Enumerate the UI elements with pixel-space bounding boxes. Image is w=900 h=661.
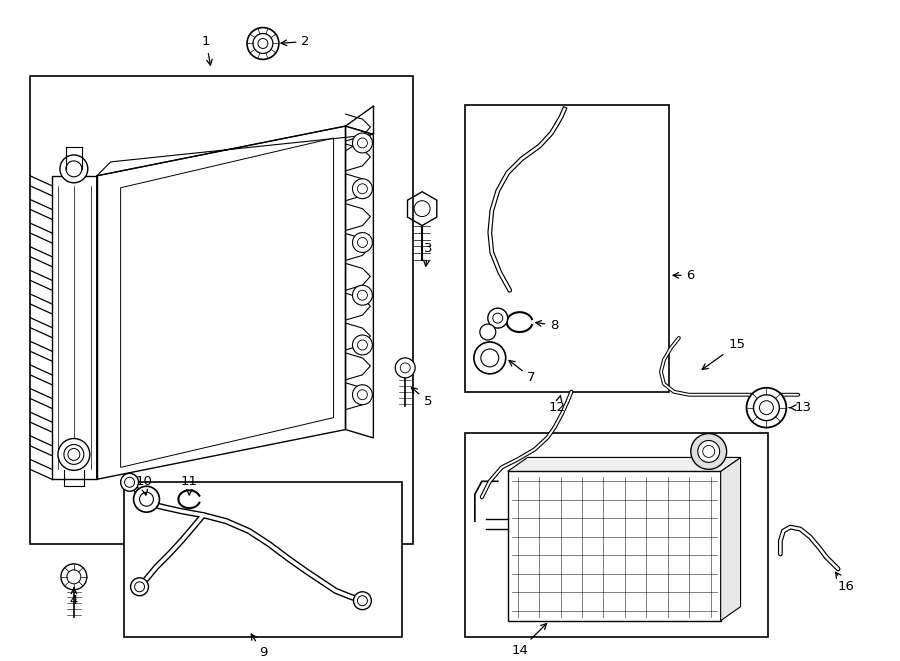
Text: 9: 9 [251, 634, 267, 659]
Circle shape [357, 390, 367, 400]
Circle shape [698, 440, 720, 463]
Circle shape [488, 308, 508, 328]
Circle shape [760, 401, 773, 414]
Circle shape [353, 385, 373, 405]
Text: 7: 7 [509, 360, 536, 384]
Circle shape [121, 473, 139, 491]
Circle shape [140, 492, 154, 506]
Circle shape [258, 38, 268, 48]
Circle shape [353, 286, 373, 305]
Text: 15: 15 [702, 338, 745, 369]
Text: 2: 2 [281, 35, 310, 48]
Circle shape [703, 446, 715, 457]
Bar [30, 76, 413, 544]
Text: 12: 12 [549, 395, 566, 414]
Circle shape [247, 28, 279, 59]
Polygon shape [508, 457, 741, 471]
Text: 13: 13 [789, 401, 812, 414]
Circle shape [357, 184, 367, 194]
Circle shape [60, 155, 88, 183]
Text: 3: 3 [424, 242, 432, 266]
Circle shape [66, 161, 82, 177]
Circle shape [68, 448, 80, 461]
Circle shape [58, 438, 90, 471]
Circle shape [357, 596, 367, 605]
Circle shape [357, 138, 367, 148]
Circle shape [124, 477, 135, 487]
Circle shape [353, 179, 373, 199]
Circle shape [481, 349, 499, 367]
Circle shape [357, 290, 367, 300]
Circle shape [691, 434, 726, 469]
Circle shape [64, 444, 84, 465]
Circle shape [357, 340, 367, 350]
Circle shape [414, 201, 430, 217]
Text: 11: 11 [181, 475, 198, 495]
Text: 8: 8 [536, 319, 559, 332]
Circle shape [253, 34, 273, 54]
Circle shape [480, 324, 496, 340]
Text: 6: 6 [673, 269, 695, 282]
Text: 1: 1 [202, 35, 212, 65]
Bar [123, 483, 402, 637]
Text: 10: 10 [135, 475, 152, 495]
Circle shape [353, 335, 373, 355]
Circle shape [357, 237, 367, 247]
Circle shape [753, 395, 779, 420]
Text: 4: 4 [69, 588, 78, 607]
Circle shape [135, 582, 145, 592]
Text: 16: 16 [835, 572, 854, 594]
Circle shape [61, 564, 86, 590]
Circle shape [130, 578, 148, 596]
Circle shape [67, 570, 81, 584]
Text: 14: 14 [511, 623, 546, 657]
Circle shape [353, 233, 373, 253]
Circle shape [474, 342, 506, 374]
Circle shape [493, 313, 503, 323]
Circle shape [395, 358, 415, 378]
Bar [465, 432, 769, 637]
Circle shape [400, 363, 410, 373]
Polygon shape [508, 471, 721, 621]
Polygon shape [721, 457, 741, 621]
Circle shape [353, 133, 373, 153]
Text: 5: 5 [411, 387, 432, 408]
Bar [465, 105, 669, 392]
Circle shape [354, 592, 372, 609]
Circle shape [133, 486, 159, 512]
Circle shape [746, 388, 787, 428]
